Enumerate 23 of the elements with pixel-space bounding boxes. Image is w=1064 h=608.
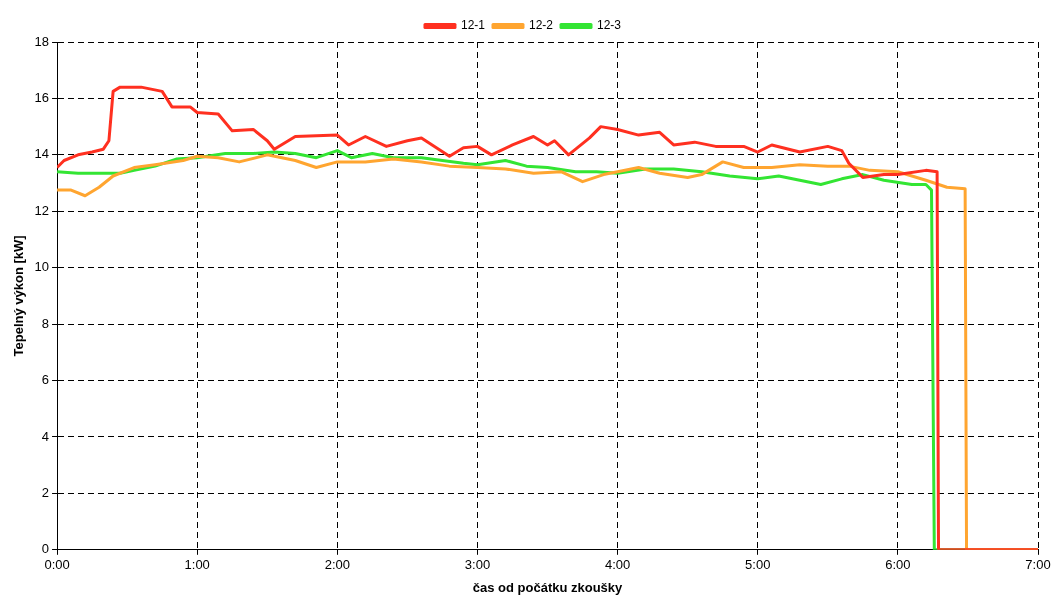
x-tick-label: 7:00 (1025, 557, 1051, 573)
legend-label: 12-1 (460, 18, 486, 33)
y-tick-label: 16 (34, 90, 50, 105)
x-tick-label: 3:00 (464, 557, 491, 573)
x-tick-label: 6:00 (885, 557, 911, 573)
x-tick-label: 5:00 (745, 557, 771, 573)
y-tick-label: 6 (41, 372, 50, 388)
y-tick-label: 8 (41, 315, 50, 331)
y-tick-label: 12 (34, 202, 50, 218)
y-tick-label: 4 (41, 428, 50, 444)
y-axis-title: Tepelný výkon [kW] (11, 235, 27, 357)
y-tick-label: 2 (41, 484, 50, 500)
x-tick-label: 0:00 (44, 557, 70, 573)
legend-label: 12-2 (528, 18, 554, 33)
x-tick-label: 2:00 (324, 557, 350, 573)
x-tick-label: 4:00 (604, 557, 631, 573)
y-tick-label: 10 (34, 259, 50, 275)
y-tick-label: 18 (34, 33, 50, 49)
x-tick-label: 1:00 (184, 557, 210, 573)
legend-label: 12-3 (597, 18, 622, 33)
x-axis-title: čas od počátku zkoušky (472, 579, 624, 595)
y-tick-label: 14 (34, 146, 50, 162)
y-tick-label: 0 (41, 541, 50, 557)
